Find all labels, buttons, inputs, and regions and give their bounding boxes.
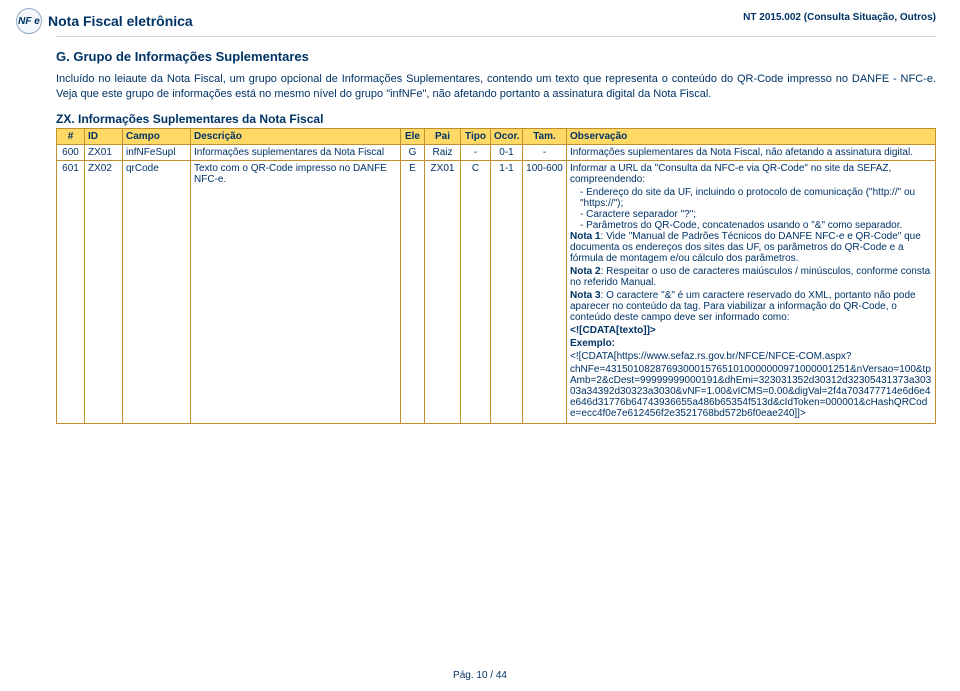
th-obs: Observação <box>567 128 936 144</box>
th-tipo: Tipo <box>461 128 491 144</box>
obs-bullet: - Caractere separador "?"; <box>570 209 932 220</box>
cell-id: ZX01 <box>85 144 123 160</box>
th-ocor: Ocor. <box>491 128 523 144</box>
cell-id: ZX02 <box>85 160 123 423</box>
note-text: : O caractere "&" é um caractere reserva… <box>570 290 916 323</box>
cell-obs-rich: Informar a URL da "Consulta da NFC-e via… <box>567 160 936 423</box>
doc-code: NT 2015.002 (Consulta Situação, Outros) <box>743 12 936 23</box>
cell-desc: Informações suplementares da Nota Fiscal <box>191 144 401 160</box>
brand-logo-icon: NF e <box>16 8 42 34</box>
obs-bullet: - Endereço do site da UF, incluindo o pr… <box>570 187 932 209</box>
obs-note3: Nota 3: O caractere "&" é um caractere r… <box>570 290 932 323</box>
cell-tipo: C <box>461 160 491 423</box>
cell-pai: Raiz <box>425 144 461 160</box>
cell-ocor: 1-1 <box>491 160 523 423</box>
cell-num: 601 <box>57 160 85 423</box>
section-title: G. Grupo de Informações Suplementares <box>56 49 936 64</box>
page-header: NF e Nota Fiscal eletrônica NT 2015.002 … <box>56 8 936 37</box>
th-campo: Campo <box>123 128 191 144</box>
cell-ele: E <box>401 160 425 423</box>
obs-example-label: Exemplo: <box>570 338 932 349</box>
cell-num: 600 <box>57 144 85 160</box>
cell-ele: G <box>401 144 425 160</box>
obs-note1: Nota 1: Vide "Manual de Padrões Técnicos… <box>570 231 932 264</box>
page-footer: Pág. 10 / 44 <box>0 670 960 681</box>
cell-pai: ZX01 <box>425 160 461 423</box>
note-text: : Respeitar o uso de caracteres maiúscul… <box>570 266 930 288</box>
obs-example-line: chNFe=4315010828769300015765101000000097… <box>570 364 932 419</box>
cell-desc: Texto com o QR-Code impresso no DANFE NF… <box>191 160 401 423</box>
obs-note2: Nota 2: Respeitar o uso de caracteres ma… <box>570 266 932 288</box>
table-row: 600 ZX01 infNFeSupl Informações suplemen… <box>57 144 936 160</box>
table-row: 601 ZX02 qrCode Texto com o QR-Code impr… <box>57 160 936 423</box>
note-label: Nota 1 <box>570 231 601 242</box>
cell-obs: Informações suplementares da Nota Fiscal… <box>567 144 936 160</box>
th-descricao: Descrição <box>191 128 401 144</box>
table-header-row: # ID Campo Descrição Ele Pai Tipo Ocor. … <box>57 128 936 144</box>
cell-tam: 100-600 <box>523 160 567 423</box>
obs-cdata-template: <![CDATA[texto]]> <box>570 325 932 336</box>
note-label: Nota 2 <box>570 266 601 277</box>
note-text: : Vide "Manual de Padrões Técnicos do DA… <box>570 231 921 264</box>
doc-title: Nota Fiscal eletrônica <box>48 13 193 29</box>
cell-tipo: - <box>461 144 491 160</box>
cell-tam: - <box>523 144 567 160</box>
th-num: # <box>57 128 85 144</box>
obs-lead: Informar a URL da "Consulta da NFC-e via… <box>570 163 932 185</box>
brand-logo-text: NF e <box>18 16 40 27</box>
obs-bullet: - Parâmetros do QR-Code, concatenados us… <box>570 220 932 231</box>
th-tam: Tam. <box>523 128 567 144</box>
th-ele: Ele <box>401 128 425 144</box>
cell-campo: qrCode <box>123 160 191 423</box>
th-pai: Pai <box>425 128 461 144</box>
spec-table: # ID Campo Descrição Ele Pai Tipo Ocor. … <box>56 128 936 424</box>
note-label: Nota 3 <box>570 290 601 301</box>
cell-campo: infNFeSupl <box>123 144 191 160</box>
subsection-title: ZX. Informações Suplementares da Nota Fi… <box>56 112 936 126</box>
obs-example-line: <![CDATA[https://www.sefaz.rs.gov.br/NFC… <box>570 351 932 362</box>
section-paragraph: Incluído no leiaute da Nota Fiscal, um g… <box>56 72 936 102</box>
th-id: ID <box>85 128 123 144</box>
cell-ocor: 0-1 <box>491 144 523 160</box>
